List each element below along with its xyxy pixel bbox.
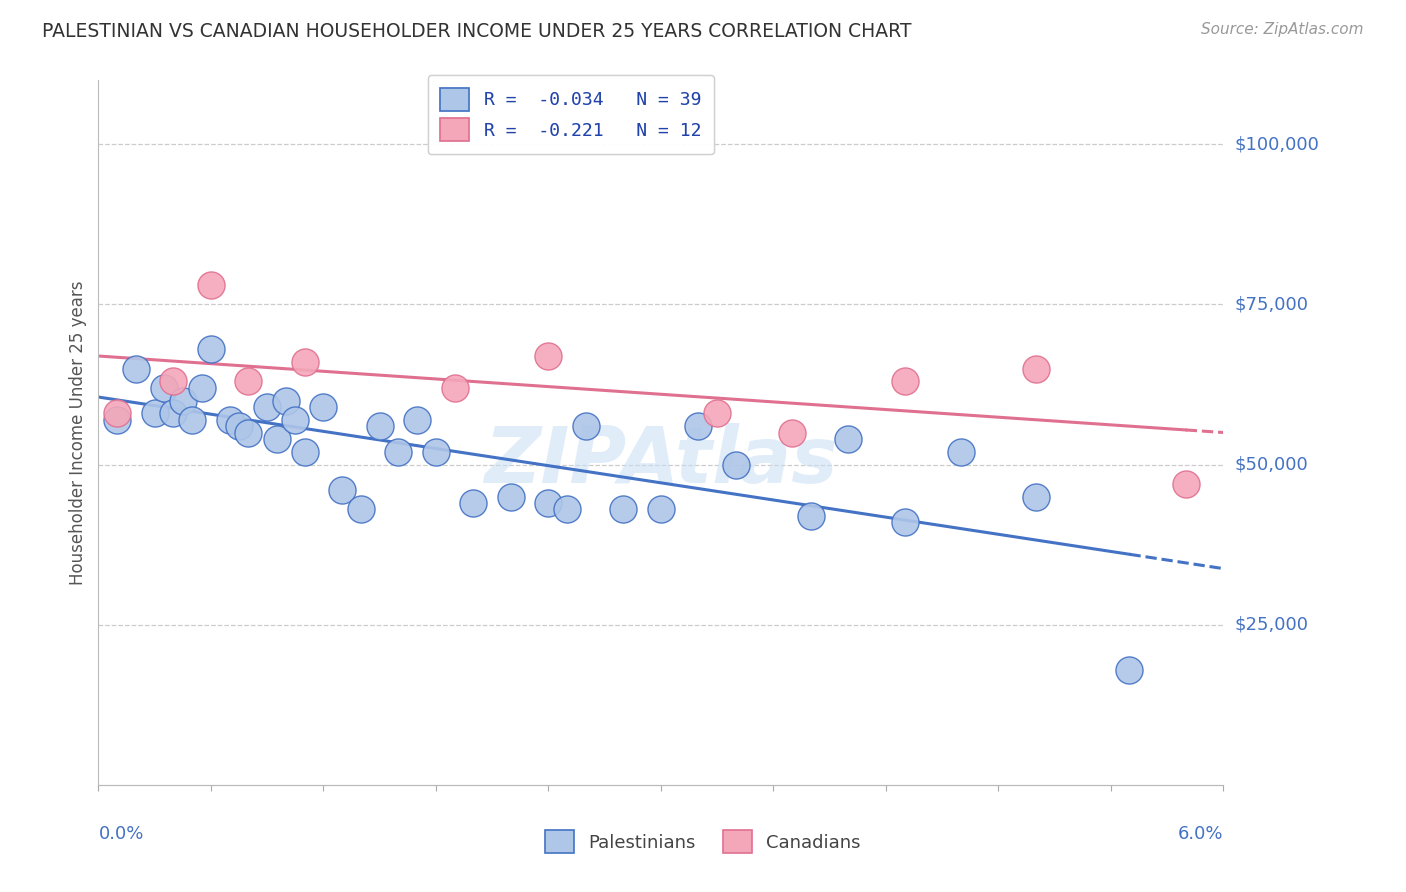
Point [387, 445, 409, 459]
Point [1118, 663, 1140, 677]
Text: ZIPAtlas: ZIPAtlas [484, 423, 838, 499]
Point [893, 516, 915, 530]
Point [190, 381, 212, 395]
Point [368, 419, 391, 434]
Point [688, 419, 710, 434]
Point [724, 458, 747, 472]
Point [200, 343, 222, 357]
Point [537, 496, 560, 510]
Point [143, 406, 166, 420]
Point [499, 490, 522, 504]
Text: 6.0%: 6.0% [1178, 825, 1223, 843]
Text: $50,000: $50,000 [1234, 456, 1308, 474]
Point [706, 406, 728, 420]
Point [949, 445, 972, 459]
Y-axis label: Householder Income Under 25 years: Householder Income Under 25 years [69, 280, 87, 585]
Point [463, 496, 485, 510]
Point [274, 393, 297, 408]
Point [330, 483, 353, 498]
Point [537, 349, 560, 363]
Legend: Palestinians, Canadians: Palestinians, Canadians [538, 823, 868, 861]
Point [256, 400, 278, 414]
Point [200, 278, 222, 293]
Point [294, 445, 316, 459]
Point [162, 406, 184, 420]
Point [1025, 490, 1047, 504]
Point [153, 381, 176, 395]
Point [425, 445, 447, 459]
Point [238, 375, 260, 389]
Point [406, 413, 429, 427]
Point [650, 502, 672, 516]
Point [294, 355, 316, 369]
Point [350, 502, 373, 516]
Point [800, 508, 823, 523]
Point [893, 375, 915, 389]
Point [105, 406, 128, 420]
Point [228, 419, 250, 434]
Point [284, 413, 307, 427]
Point [125, 361, 148, 376]
Point [181, 413, 204, 427]
Point [575, 419, 598, 434]
Point [837, 432, 859, 446]
Point [612, 502, 634, 516]
Point [105, 413, 128, 427]
Point [443, 381, 465, 395]
Text: $75,000: $75,000 [1234, 295, 1309, 313]
Point [1174, 476, 1197, 491]
Point [312, 400, 335, 414]
Text: Source: ZipAtlas.com: Source: ZipAtlas.com [1201, 22, 1364, 37]
Point [1025, 361, 1047, 376]
Point [172, 393, 194, 408]
Point [555, 502, 578, 516]
Text: $25,000: $25,000 [1234, 615, 1309, 634]
Point [238, 425, 260, 440]
Point [162, 375, 184, 389]
Point [780, 425, 803, 440]
Text: 0.0%: 0.0% [98, 825, 143, 843]
Point [218, 413, 240, 427]
Text: PALESTINIAN VS CANADIAN HOUSEHOLDER INCOME UNDER 25 YEARS CORRELATION CHART: PALESTINIAN VS CANADIAN HOUSEHOLDER INCO… [42, 22, 911, 41]
Text: $100,000: $100,000 [1234, 136, 1319, 153]
Point [266, 432, 288, 446]
Legend: R =  -0.034   N = 39, R =  -0.221   N = 12: R = -0.034 N = 39, R = -0.221 N = 12 [427, 75, 714, 154]
